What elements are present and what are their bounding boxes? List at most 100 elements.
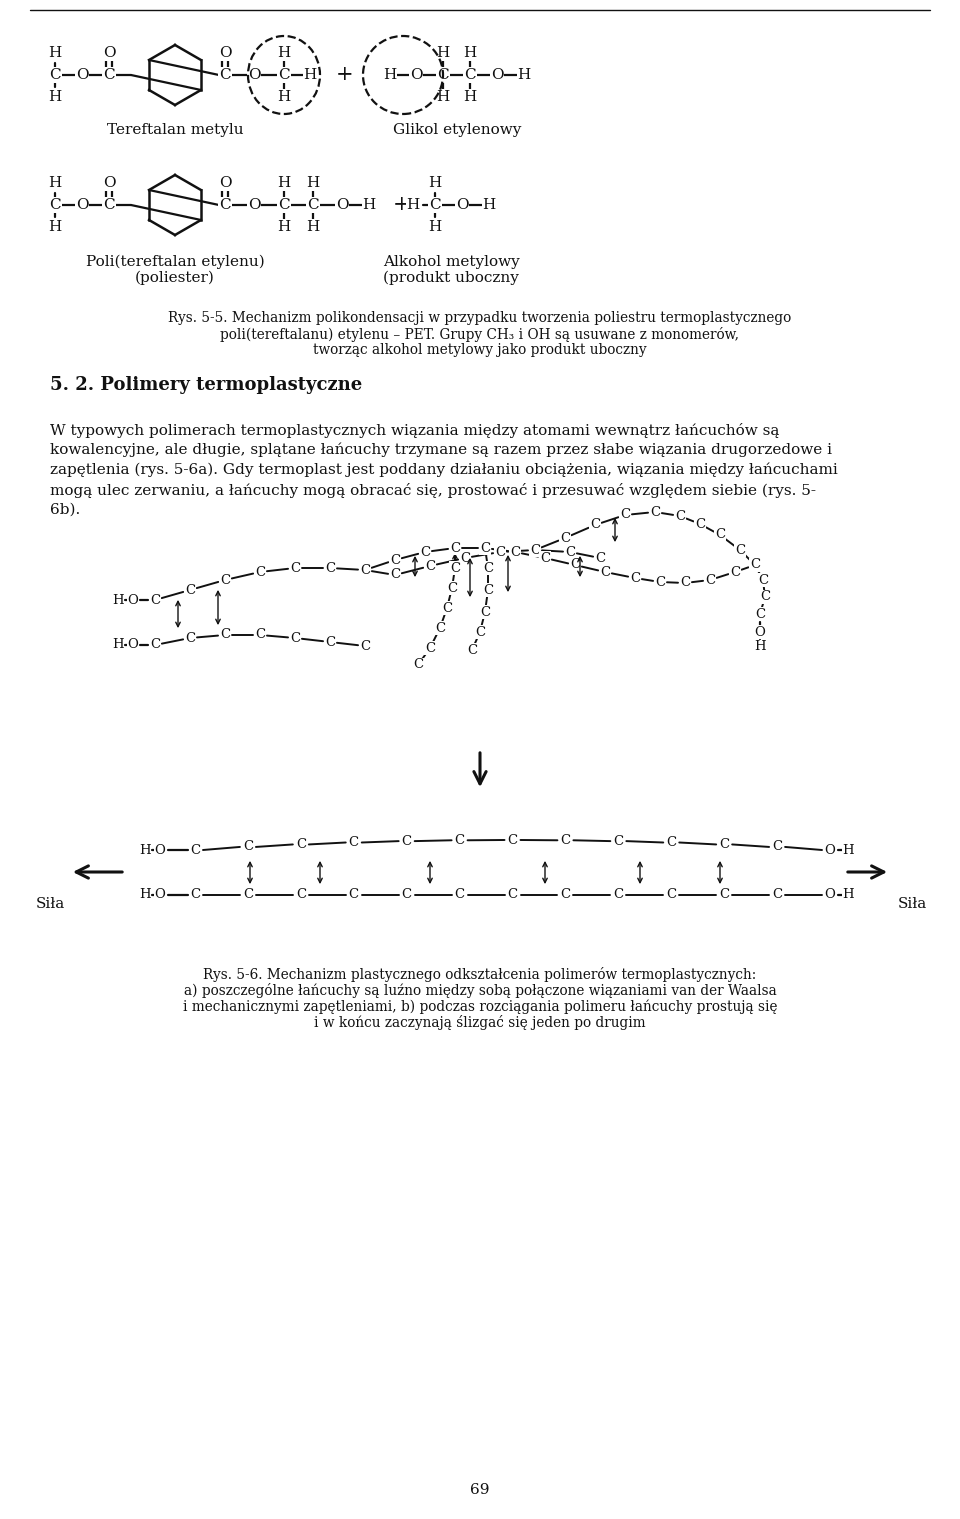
- Text: O: O: [336, 197, 348, 213]
- Text: H: H: [277, 176, 291, 190]
- Text: C: C: [495, 545, 505, 559]
- Text: H: H: [48, 220, 61, 234]
- Text: C: C: [401, 889, 412, 901]
- Text: O: O: [155, 889, 165, 901]
- Text: C: C: [760, 591, 770, 603]
- Text: C: C: [755, 608, 765, 620]
- Text: (produkt uboczny: (produkt uboczny: [383, 270, 519, 286]
- Text: C: C: [324, 635, 335, 649]
- Text: H: H: [48, 176, 61, 190]
- Text: +: +: [394, 196, 411, 214]
- Text: O: O: [103, 176, 115, 190]
- Text: C: C: [454, 834, 465, 846]
- Text: C: C: [772, 889, 782, 901]
- Text: C: C: [185, 632, 195, 644]
- Text: C: C: [390, 568, 400, 582]
- Text: O: O: [491, 68, 503, 82]
- Text: C: C: [296, 838, 306, 851]
- Text: O: O: [755, 626, 765, 638]
- Text: C: C: [465, 68, 476, 82]
- Text: H: H: [362, 197, 375, 213]
- Text: C: C: [150, 638, 160, 652]
- Text: W typowych polimerach termoplastycznych wiązania między atomami wewnątrz łańcuch: W typowych polimerach termoplastycznych …: [50, 422, 780, 437]
- Text: H: H: [437, 46, 449, 59]
- Text: H: H: [428, 176, 442, 190]
- Text: C: C: [219, 197, 230, 213]
- Text: C: C: [450, 541, 460, 554]
- Text: C: C: [772, 840, 782, 854]
- Text: C: C: [715, 529, 725, 541]
- Text: zapętlenia (rys. 5-6a). Gdy termoplast jest poddany działaniu obciążenia, wiązan: zapętlenia (rys. 5-6a). Gdy termoplast j…: [50, 463, 838, 477]
- Text: 6b).: 6b).: [50, 503, 81, 516]
- Text: a) poszczególne łańcuchy są luźno między sobą połączone wiązaniami van der Waals: a) poszczególne łańcuchy są luźno między…: [183, 983, 777, 998]
- Text: C: C: [655, 576, 665, 588]
- Text: C: C: [564, 545, 575, 559]
- Text: O: O: [825, 889, 835, 901]
- Text: C: C: [715, 529, 725, 541]
- Text: H: H: [755, 641, 766, 653]
- Text: Siła: Siła: [36, 898, 64, 911]
- Text: tworząc alkohol metylowy jako produkt uboczny: tworząc alkohol metylowy jako produkt ub…: [313, 343, 647, 357]
- Text: C: C: [190, 889, 200, 901]
- Text: H: H: [464, 46, 476, 59]
- Text: C: C: [219, 68, 230, 82]
- Text: C: C: [719, 889, 730, 901]
- Text: H: H: [517, 68, 531, 82]
- Text: C: C: [590, 518, 600, 532]
- Text: C: C: [508, 889, 517, 901]
- Text: C: C: [190, 843, 200, 857]
- Text: Rys. 5-5. Mechanizm polikondensacji w przypadku tworzenia poliestru termoplastyc: Rys. 5-5. Mechanizm polikondensacji w pr…: [168, 311, 792, 325]
- Text: C: C: [360, 639, 370, 653]
- Text: C: C: [530, 544, 540, 556]
- Text: H: H: [428, 220, 442, 234]
- Text: O: O: [410, 68, 422, 82]
- Text: C: C: [49, 197, 60, 213]
- Text: H: H: [482, 197, 495, 213]
- Text: C: C: [595, 551, 605, 565]
- Text: H: H: [306, 220, 320, 234]
- Text: C: C: [666, 889, 676, 901]
- Text: C: C: [278, 68, 290, 82]
- Text: C: C: [480, 541, 490, 554]
- Text: C: C: [510, 545, 520, 559]
- Text: C: C: [560, 532, 570, 544]
- Text: C: C: [467, 644, 477, 656]
- Text: (poliester): (poliester): [135, 270, 215, 286]
- Text: H: H: [139, 843, 151, 857]
- Text: C: C: [425, 641, 435, 655]
- Text: O: O: [76, 197, 88, 213]
- Text: C: C: [442, 602, 452, 615]
- Text: C: C: [390, 553, 400, 567]
- Text: C: C: [613, 889, 623, 901]
- Text: C: C: [324, 562, 335, 574]
- Text: O: O: [456, 197, 468, 213]
- Text: 5. 2. Polimery termoplastyczne: 5. 2. Polimery termoplastyczne: [50, 377, 362, 393]
- Text: O: O: [128, 594, 138, 606]
- Text: i w końcu zaczynają ślizgać się jeden po drugim: i w końcu zaczynają ślizgać się jeden po…: [314, 1016, 646, 1030]
- Text: C: C: [620, 509, 630, 521]
- Text: H: H: [842, 843, 853, 857]
- Text: i mechanicznymi zapętleniami, b) podczas rozciągania polimeru łańcuchy prostują : i mechanicznymi zapętleniami, b) podczas…: [182, 1000, 778, 1015]
- Text: poli(tereftalanu) etylenu – PET. Grupy CH₃ i OH są usuwane z monomerów,: poli(tereftalanu) etylenu – PET. Grupy C…: [221, 327, 739, 342]
- Text: C: C: [675, 509, 685, 523]
- Text: C: C: [475, 626, 485, 638]
- Text: H: H: [48, 90, 61, 103]
- Text: C: C: [220, 629, 230, 641]
- Text: kowalencyjne, ale długie, splątane łańcuchy trzymane są razem przez słabe wiązan: kowalencyjne, ale długie, splątane łańcu…: [50, 442, 832, 457]
- Text: Rys. 5-6. Mechanizm plastycznego odkształcenia polimerów termoplastycznych:: Rys. 5-6. Mechanizm plastycznego odkszta…: [204, 968, 756, 983]
- Text: O: O: [248, 68, 260, 82]
- Text: C: C: [401, 834, 412, 848]
- Text: C: C: [454, 889, 465, 901]
- Text: O: O: [128, 638, 138, 652]
- Text: C: C: [561, 834, 570, 846]
- Text: C: C: [243, 889, 253, 901]
- Text: C: C: [483, 583, 493, 597]
- Text: O: O: [155, 843, 165, 857]
- Text: C: C: [730, 565, 740, 579]
- Text: C: C: [307, 197, 319, 213]
- Text: O: O: [248, 197, 260, 213]
- Text: C: C: [243, 840, 253, 854]
- Text: H: H: [48, 46, 61, 59]
- Text: C: C: [255, 629, 265, 641]
- Text: C: C: [613, 834, 623, 848]
